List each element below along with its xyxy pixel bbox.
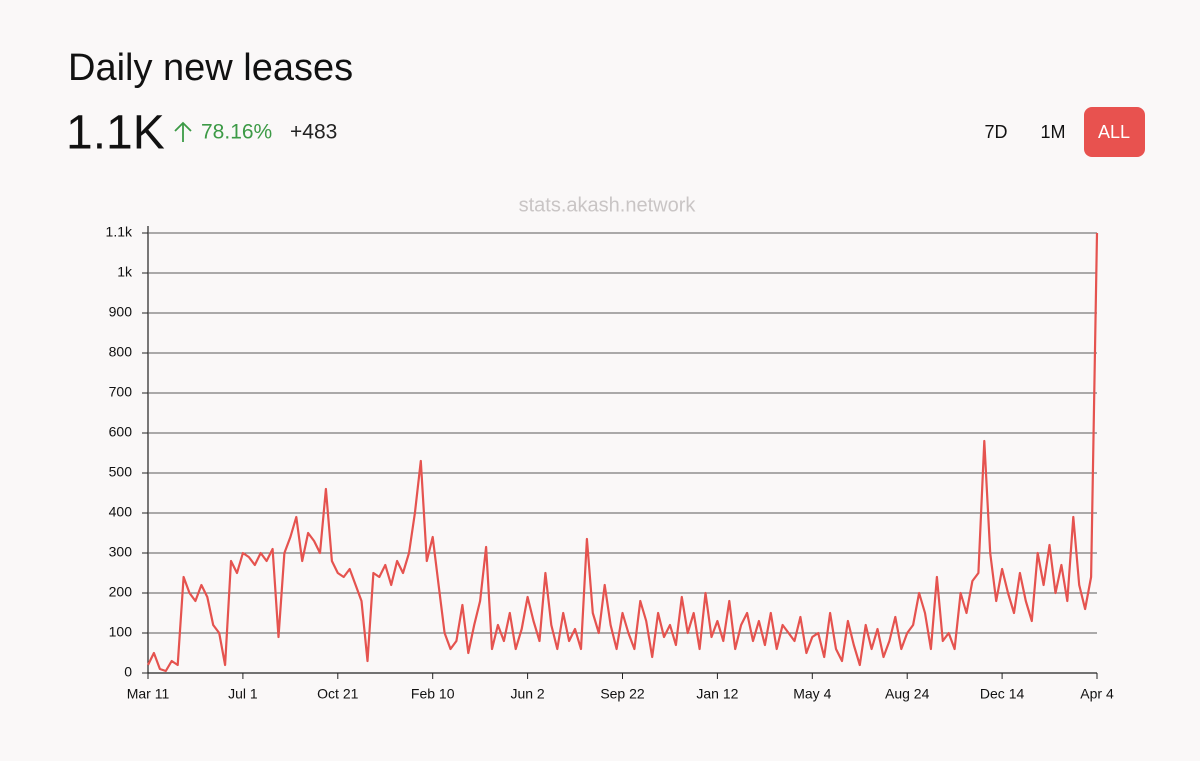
button-label: 7D [984,122,1007,142]
x-tick-label: Jan 12 [696,686,738,702]
watermark: stats.akash.network [519,194,697,216]
x-tick-label: Jul 1 [228,686,258,702]
data-line [147,232,1099,673]
x-tick-label: May 4 [793,686,831,702]
x-tick-label: Feb 10 [411,686,455,702]
y-tick-label: 900 [109,304,133,320]
change-percent: 78.16% [201,121,272,144]
y-tick-label: 500 [109,464,133,480]
y-tick-label: 700 [109,384,133,400]
x-tick-label: Dec 14 [980,686,1025,702]
x-tick-label: Sep 22 [600,686,645,702]
y-tick-label: 800 [109,344,133,360]
button-label: ALL [1098,122,1130,142]
y-tick-label: 100 [109,624,133,640]
x-tick-label: Apr 4 [1080,686,1114,702]
range-button[interactable]: ALL [1084,107,1145,157]
range-button[interactable]: 1M [1040,122,1065,142]
title: Daily new leases [68,47,353,89]
delta: +483 [290,121,337,144]
x-tick-label: Oct 21 [317,686,358,702]
y-tick-label: 400 [109,504,133,520]
y-tick-label: 200 [109,584,133,600]
button-bg [1084,107,1145,157]
y-tick-label: 600 [109,424,133,440]
y-tick-label: 0 [124,664,132,680]
y-tick-label: 1k [117,264,133,280]
button-label: 1M [1040,122,1065,142]
x-tick-label: Jun 2 [510,686,544,702]
up-arrow [174,121,192,142]
x-tick-label: Mar 11 [127,686,170,702]
y-tick-label: 300 [109,544,133,560]
y-tick-label: 1.1k [106,224,133,240]
current-value: 1.1K [66,107,165,160]
range-button[interactable]: 7D [984,122,1007,142]
x-tick-label: Aug 24 [885,686,930,702]
